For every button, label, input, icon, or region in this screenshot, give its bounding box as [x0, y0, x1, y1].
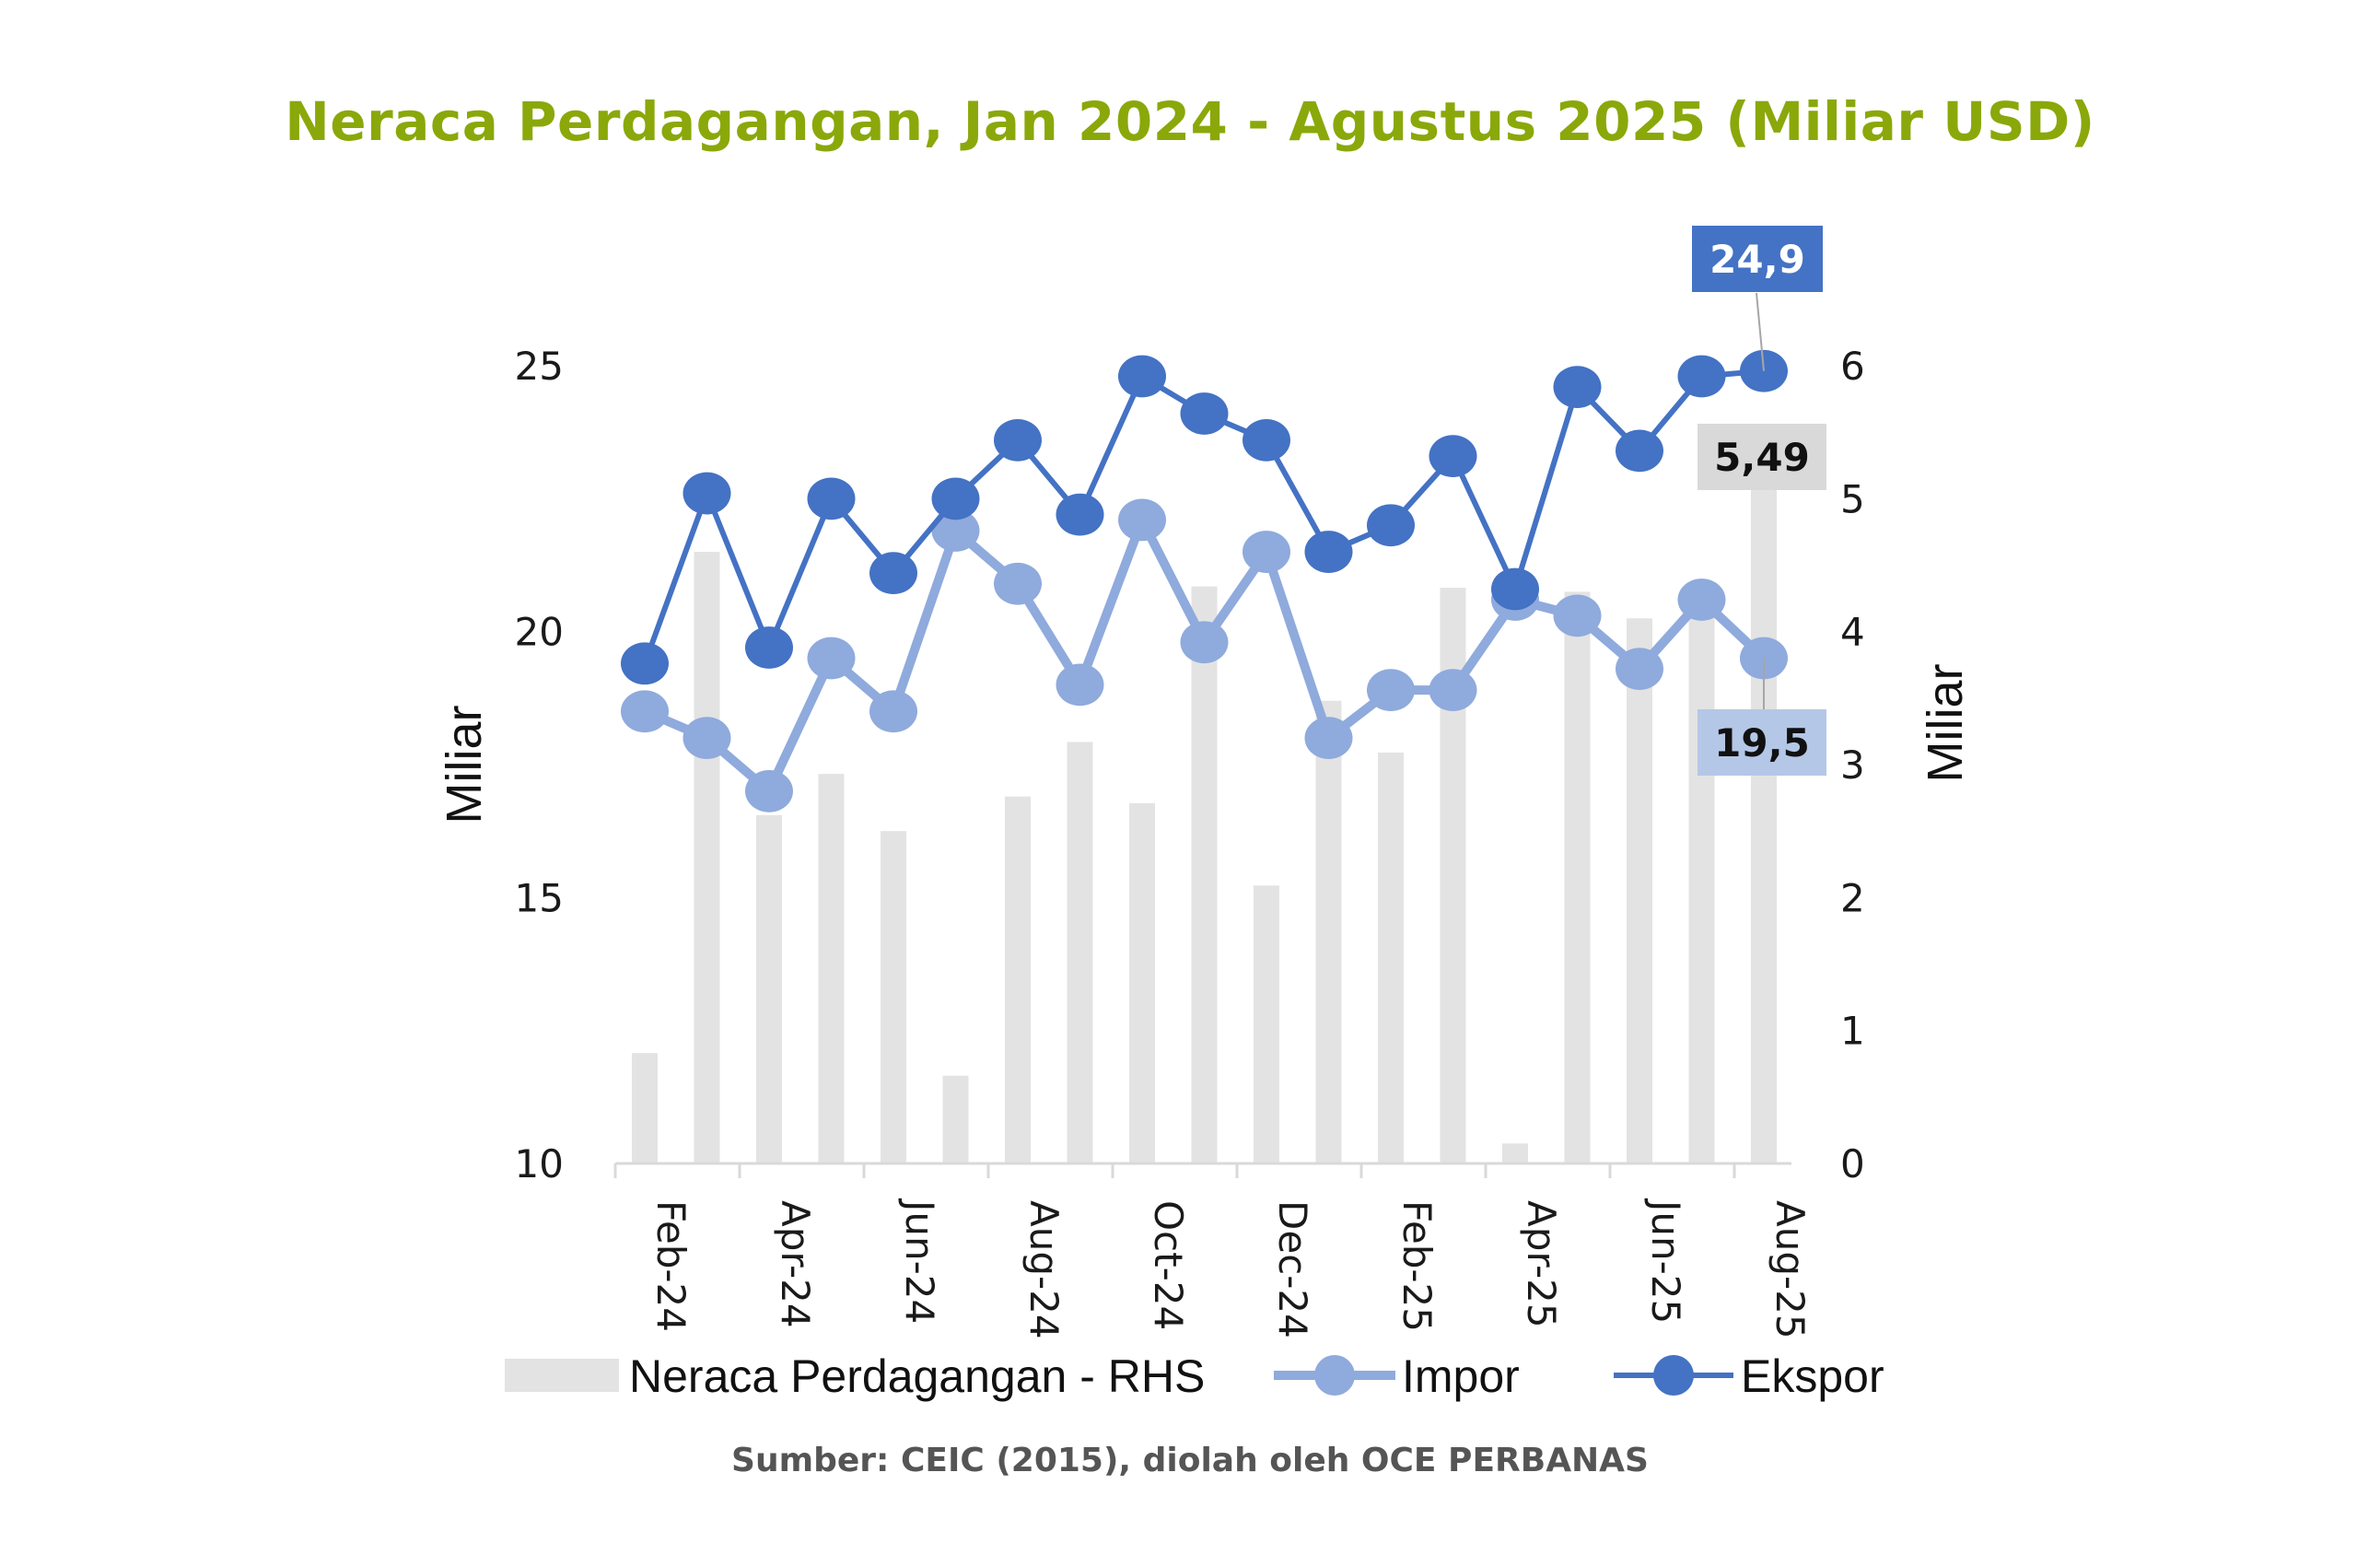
marker-ekspor-Apr-25 — [1491, 567, 1539, 611]
marker-impor-Jan-25 — [1304, 717, 1353, 760]
y-tick-label-right: 3 — [1840, 742, 1865, 788]
bar-neraca-Apr-25 — [1502, 1143, 1528, 1163]
y-tick-label-right: 2 — [1840, 875, 1865, 920]
legend-label-impor: Impor — [1402, 1350, 1520, 1402]
marker-impor-Sep-24 — [1056, 663, 1104, 707]
y-tick-label-right: 5 — [1840, 476, 1865, 521]
marker-impor-Dec-24 — [1242, 531, 1290, 573]
marker-impor-Nov-24 — [1180, 621, 1229, 664]
x-tick-label: Feb-25 — [1394, 1200, 1440, 1332]
y-tick-label-right: 4 — [1840, 610, 1865, 655]
data-label-bg-ekspor — [1692, 226, 1823, 292]
x-tick-label: Oct-24 — [1146, 1200, 1191, 1330]
data-labels-group: 24,9 5,49 19,5 — [1692, 226, 1826, 776]
data-label-neraca: 5,49 — [1714, 435, 1810, 480]
y-axis-title-right: Miliar — [1918, 663, 1973, 782]
marker-impor-Mar-25 — [1429, 669, 1477, 712]
marker-impor-Apr-24 — [745, 769, 793, 812]
data-label-impor: 19,5 — [1714, 720, 1810, 765]
marker-impor-Mar-24 — [682, 717, 731, 760]
y-tick-label-left: 10 — [515, 1141, 564, 1186]
axes-group: Feb-24 Apr-24 Jun-24 Aug-24 Oct-24 Dec-24 Feb-… — [515, 344, 1865, 1339]
marker-impor-May-25 — [1553, 594, 1602, 637]
y-tick-label-left: 25 — [515, 344, 564, 389]
x-tick-label: Apr-24 — [773, 1200, 818, 1328]
legend-label-ekspor: Ekspor — [1741, 1350, 1884, 1402]
y-tick-label-left: 20 — [515, 610, 564, 655]
marker-ekspor-Oct-24 — [1118, 355, 1166, 398]
marker-impor-Aug-24 — [994, 562, 1042, 605]
marker-ekspor-Jan-25 — [1304, 531, 1353, 573]
marker-ekspor-Sep-24 — [1056, 493, 1104, 536]
marker-impor-Feb-24 — [621, 690, 669, 733]
bar-neraca-Jul-25 — [1688, 609, 1715, 1163]
marker-ekspor-Feb-25 — [1367, 504, 1415, 547]
bar-neraca-Dec-24 — [1254, 885, 1279, 1163]
marker-ekspor-Aug-24 — [994, 418, 1042, 462]
x-tick-label: Aug-25 — [1768, 1200, 1813, 1339]
bar-neraca-May-24 — [818, 774, 845, 1163]
marker-ekspor-Jun-24 — [869, 552, 917, 595]
marker-impor-Jul-25 — [1677, 578, 1726, 621]
bars-group — [632, 433, 1777, 1163]
marker-ekspor-Dec-24 — [1242, 418, 1290, 462]
bar-neraca-Jun-24 — [881, 831, 906, 1163]
legend: Neraca Perdagangan - RHS Impor Ekspor — [505, 1350, 1884, 1402]
x-tick-label: Dec-24 — [1270, 1200, 1315, 1338]
y-tick-label-right: 1 — [1840, 1009, 1865, 1054]
x-tick-label: Jun-25 — [1643, 1198, 1688, 1324]
source-note: Sumber: CEIC (2015), diolah oleh OCE PER… — [731, 1442, 1649, 1479]
x-tick-label: Apr-25 — [1519, 1200, 1564, 1328]
x-tick-label: Feb-24 — [648, 1200, 694, 1332]
x-tick-label: Aug-24 — [1021, 1200, 1067, 1339]
marker-ekspor-Mar-24 — [682, 472, 731, 515]
x-tick-label: Jun-24 — [897, 1198, 942, 1324]
bar-neraca-Feb-24 — [632, 1053, 658, 1163]
y-axis-title-left: Miliar — [437, 705, 492, 824]
legend-marker-impor — [1314, 1355, 1355, 1396]
marker-ekspor-Nov-24 — [1180, 392, 1229, 435]
bar-neraca-Feb-25 — [1378, 753, 1404, 1163]
marker-ekspor-Mar-25 — [1429, 435, 1477, 478]
bar-neraca-May-25 — [1564, 591, 1591, 1163]
legend-swatch-neraca — [505, 1359, 619, 1392]
marker-ekspor-May-25 — [1553, 366, 1602, 408]
y-tick-label-left: 15 — [515, 875, 564, 920]
bar-neraca-Oct-24 — [1129, 802, 1155, 1163]
bar-neraca-Aug-25 — [1751, 433, 1777, 1163]
bar-neraca-Jun-25 — [1627, 618, 1652, 1163]
bar-neraca-Jul-24 — [942, 1075, 969, 1163]
marker-impor-May-24 — [807, 637, 856, 680]
marker-ekspor-Apr-24 — [745, 626, 793, 669]
marker-impor-Feb-25 — [1367, 669, 1415, 712]
data-label-ekspor: 24,9 — [1709, 237, 1805, 282]
data-label-bg-neraca — [1698, 424, 1826, 490]
bar-neraca-Nov-24 — [1191, 586, 1218, 1163]
y-tick-label-right: 0 — [1840, 1141, 1865, 1186]
marker-ekspor-Jun-25 — [1616, 429, 1663, 473]
marker-ekspor-May-24 — [807, 477, 856, 520]
marker-ekspor-Feb-24 — [621, 642, 669, 685]
y-tick-label-right: 6 — [1840, 344, 1865, 389]
marker-ekspor-Jul-25 — [1677, 355, 1726, 398]
marker-impor-Jun-25 — [1616, 648, 1663, 690]
chart-title: Neraca Perdagangan, Jan 2024 - Agustus 2… — [285, 90, 2095, 153]
bar-neraca-Jan-25 — [1315, 700, 1342, 1163]
bar-neraca-Aug-24 — [1005, 796, 1031, 1163]
marker-ekspor-Jul-24 — [931, 477, 980, 520]
marker-impor-Oct-24 — [1118, 498, 1166, 542]
marker-impor-Jun-24 — [869, 690, 917, 733]
leader-line-ekspor — [1756, 292, 1765, 371]
bar-neraca-Sep-24 — [1067, 742, 1093, 1163]
lines-group — [621, 349, 1788, 812]
legend-label-neraca: Neraca Perdagangan - RHS — [629, 1350, 1205, 1402]
bar-neraca-Apr-24 — [756, 814, 782, 1163]
marker-impor-Jul-24 — [931, 509, 980, 552]
bar-neraca-Mar-24 — [694, 552, 720, 1163]
legend-marker-ekspor — [1653, 1355, 1694, 1396]
data-label-bg-impor — [1698, 709, 1826, 776]
